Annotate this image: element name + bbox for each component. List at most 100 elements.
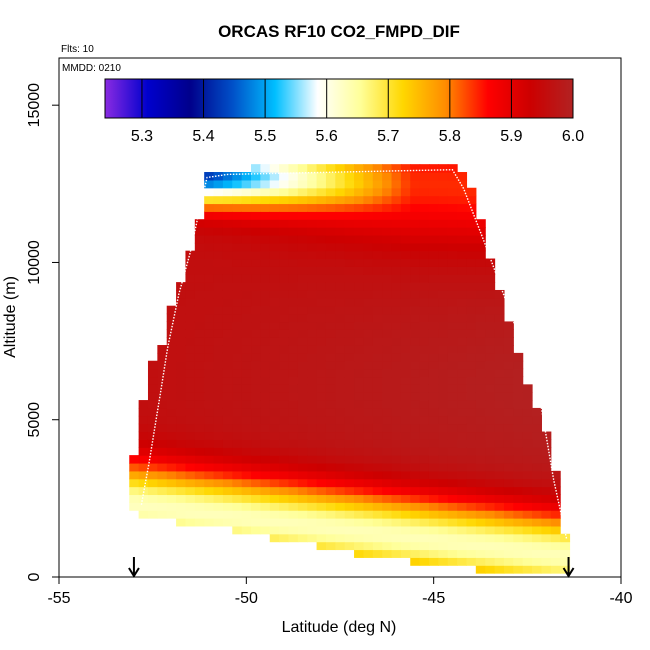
heatmap-cell: [166, 352, 177, 362]
heatmap-cell: [457, 439, 468, 448]
heatmap-cell: [485, 549, 496, 558]
heatmap-cell: [325, 266, 336, 275]
heatmap-cell: [372, 321, 383, 330]
heatmap-cell: [232, 313, 243, 323]
heatmap-cell: [438, 392, 449, 401]
heatmap-cell: [185, 266, 196, 275]
heatmap-cell: [166, 494, 177, 503]
heatmap-cell: [354, 423, 365, 433]
heatmap-cell: [232, 242, 243, 252]
heatmap-cell: [297, 266, 308, 275]
heatmap-cell: [232, 211, 243, 220]
heatmap-cell: [316, 510, 327, 519]
heatmap-cell: [354, 376, 365, 385]
heatmap-cell: [522, 470, 533, 480]
heatmap-cell: [372, 211, 383, 220]
heatmap-cell: [194, 282, 205, 291]
heatmap-cell: [466, 549, 477, 558]
heatmap-cell: [176, 439, 187, 448]
heatmap-cell: [428, 329, 439, 338]
heatmap-cell: [400, 518, 411, 527]
heatmap-cell: [288, 462, 299, 472]
heatmap-cell: [204, 455, 215, 464]
heatmap-cell: [213, 274, 224, 283]
heatmap-cell: [241, 211, 252, 220]
heatmap-cell: [513, 525, 524, 535]
heatmap-cell: [513, 423, 524, 433]
heatmap-cell: [213, 337, 224, 346]
heatmap-cell: [325, 376, 336, 385]
heatmap-cell: [410, 549, 421, 558]
heatmap-cell: [391, 478, 402, 488]
heatmap-cell: [428, 274, 439, 283]
colorbar: 5.3 5.4 5.5 5.6 5.7 5.8 5.9 6.0: [104, 78, 584, 145]
colorbar-tick-label: 5.8: [439, 128, 461, 145]
heatmap-cell: [428, 368, 439, 378]
heatmap-cell: [297, 384, 308, 393]
heatmap-cell: [354, 305, 365, 315]
heatmap-cell: [447, 242, 458, 252]
colorbar-tick-label: 5.5: [254, 128, 276, 145]
heatmap-cell: [222, 321, 233, 330]
heatmap-cell: [241, 494, 252, 503]
heatmap-cell: [372, 455, 383, 464]
heatmap-cell: [503, 518, 514, 527]
heatmap-cell: [185, 305, 196, 315]
heatmap-cell: [457, 447, 468, 456]
heatmap-cell: [307, 486, 318, 496]
heatmap-cell: [485, 502, 496, 511]
heatmap-cell: [232, 172, 243, 181]
heatmap-cell: [251, 227, 261, 236]
heatmap-cell: [185, 352, 196, 362]
heatmap-cell: [288, 242, 299, 252]
heatmap-cell: [391, 502, 402, 511]
heatmap-cell: [316, 234, 327, 244]
heatmap-cell: [447, 415, 458, 425]
heatmap-cell: [316, 258, 327, 267]
heatmap-cell: [279, 470, 290, 480]
heatmap-cell: [288, 337, 299, 346]
heatmap-cell: [541, 462, 552, 472]
heatmap-cell: [307, 329, 318, 338]
heatmap-cell: [541, 541, 552, 551]
heatmap-cell: [147, 439, 158, 448]
heatmap-cell: [541, 525, 552, 535]
heatmap-cell: [194, 274, 205, 283]
heatmap-cell: [222, 486, 233, 496]
heatmap-cell: [251, 274, 261, 283]
heatmap-cell: [522, 439, 533, 448]
heatmap-cell: [288, 227, 299, 236]
heatmap-cell: [269, 518, 280, 527]
heatmap-cell: [382, 313, 393, 323]
heatmap-cell: [372, 384, 383, 393]
heatmap-cell: [269, 439, 280, 448]
heatmap-cell: [485, 305, 496, 315]
heatmap-cell: [372, 525, 383, 535]
heatmap-cell: [213, 282, 224, 291]
heatmap-cell: [297, 258, 308, 267]
heatmap-cell: [325, 179, 336, 189]
heatmap-cell: [428, 266, 439, 275]
heatmap-cell: [204, 313, 215, 323]
heatmap-cell: [391, 203, 402, 212]
heatmap-cell: [428, 164, 439, 173]
heatmap-cell: [410, 337, 421, 346]
heatmap-cell: [335, 187, 346, 197]
heatmap-cell: [494, 565, 505, 574]
heatmap-cell: [204, 486, 215, 496]
heatmap-cell: [400, 541, 411, 551]
heatmap-cell: [400, 510, 411, 519]
heatmap-cell: [222, 470, 233, 480]
heatmap-cell: [316, 478, 327, 488]
heatmap-cell: [457, 533, 468, 543]
heatmap-cell: [447, 518, 458, 527]
heatmap-cell: [316, 518, 327, 527]
heatmap-cell: [335, 447, 346, 456]
heatmap-cell: [354, 478, 365, 488]
heatmap-cell: [288, 250, 299, 260]
heatmap-cell: [157, 494, 168, 503]
heatmap-cell: [204, 203, 215, 212]
heatmap-cell: [279, 203, 290, 212]
heatmap-cell: [269, 337, 280, 346]
heatmap-cell: [513, 368, 524, 378]
